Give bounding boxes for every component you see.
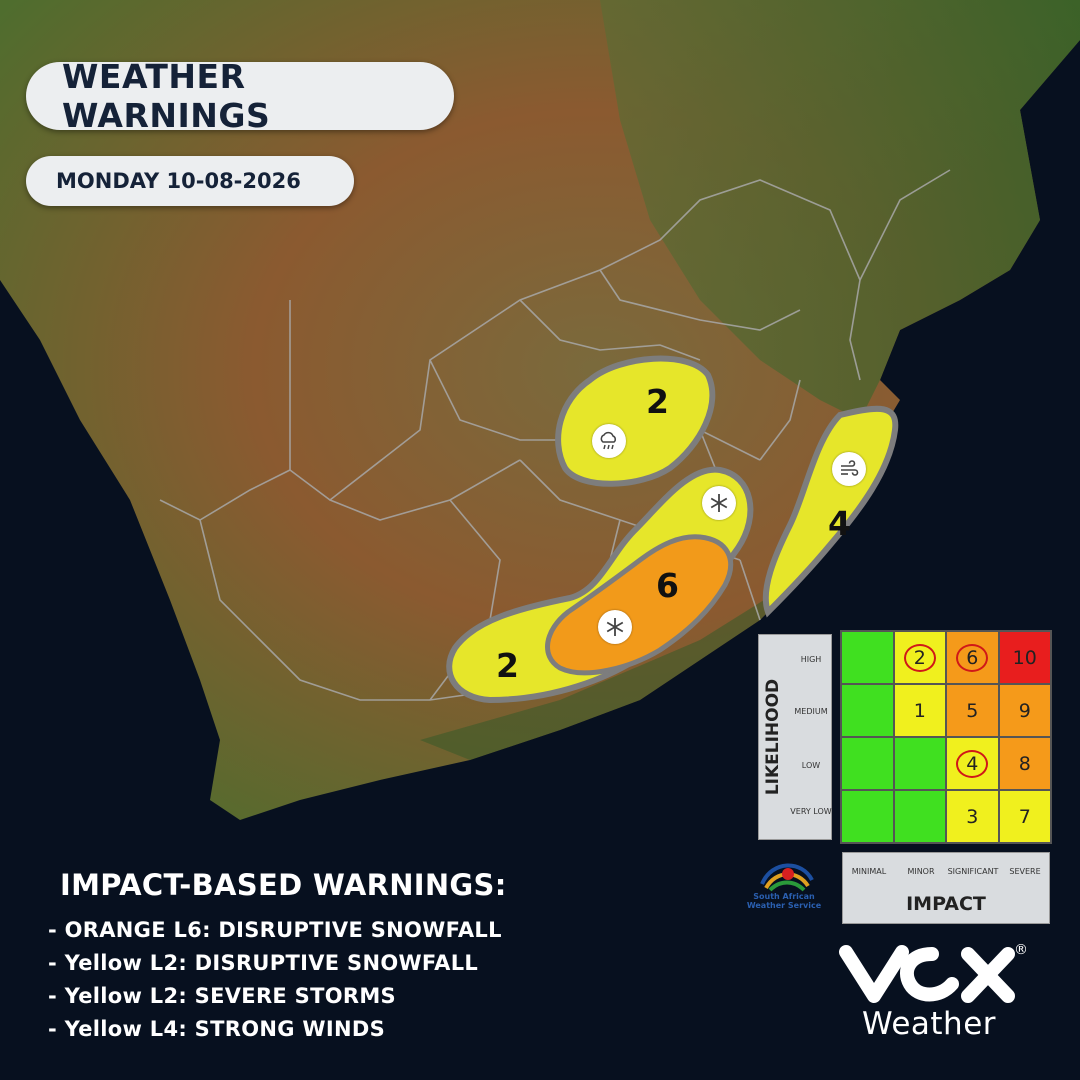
legend-item: - Yellow L2: SEVERE STORMS bbox=[48, 984, 396, 1008]
matrix-cell bbox=[894, 791, 945, 842]
legend-item: - Yellow L2: DISRUPTIVE SNOWFALL bbox=[48, 951, 479, 975]
date-badge: MONDAY 10-08-2026 bbox=[26, 156, 354, 206]
legend-item: - Yellow L4: STRONG WINDS bbox=[48, 1017, 385, 1041]
saws-logo bbox=[760, 863, 814, 892]
matrix-cell: 7 bbox=[999, 791, 1050, 842]
matrix-cell: 6 bbox=[947, 632, 998, 683]
warnings-legend: IMPACT-BASED WARNINGS: - ORANGE L6: DISR… bbox=[48, 868, 507, 1046]
likelihood-axis: LIKELIHOOD HIGH MEDIUM LOW VERY LOW bbox=[758, 634, 832, 840]
page-title: WEATHER WARNINGS bbox=[26, 57, 454, 135]
impact-minor: MINOR bbox=[907, 867, 935, 876]
snowflake-icon bbox=[702, 486, 736, 520]
matrix-cell: 5 bbox=[947, 685, 998, 736]
vox-weather-label: Weather bbox=[862, 1006, 997, 1042]
likelihood-high: HIGH bbox=[800, 655, 822, 664]
legend-item: - ORANGE L6: DISRUPTIVE SNOWFALL bbox=[48, 918, 502, 942]
likelihood-very-low: VERY LOW bbox=[790, 807, 832, 816]
matrix-cell: 2 bbox=[894, 632, 945, 683]
legend-title: IMPACT-BASED WARNINGS: bbox=[60, 868, 507, 902]
matrix-cell bbox=[842, 685, 893, 736]
southern-coast-greenery bbox=[420, 520, 840, 760]
matrix-cell-value: 9 bbox=[1018, 699, 1031, 722]
matrix-cell bbox=[894, 738, 945, 789]
likelihood-medium: MEDIUM bbox=[794, 707, 828, 716]
matrix-cell: 4 bbox=[947, 738, 998, 789]
matrix-cell-value: 6 bbox=[956, 643, 989, 672]
saws-name: South African Weather Service bbox=[746, 892, 822, 910]
matrix-cell: 10 bbox=[999, 632, 1050, 683]
zone-wind-level: 4 bbox=[828, 504, 851, 543]
rain-cloud-icon bbox=[592, 424, 626, 458]
zone-storms-level: 2 bbox=[646, 382, 669, 421]
matrix-cell-value: 3 bbox=[966, 805, 979, 828]
impact-minimal: MINIMAL bbox=[851, 867, 887, 876]
matrix-cell bbox=[842, 738, 893, 789]
matrix-cell-value: 4 bbox=[956, 749, 989, 778]
impact-severe: SEVERE bbox=[1009, 867, 1041, 876]
zone-snow-orange-level: 6 bbox=[656, 566, 679, 605]
matrix-cell bbox=[842, 632, 893, 683]
zone-snow-orange bbox=[545, 534, 734, 676]
impact-title: IMPACT bbox=[906, 893, 986, 915]
zone-snow-yellow-level: 2 bbox=[496, 646, 519, 685]
matrix-cell-value: 2 bbox=[903, 643, 936, 672]
registered-mark: ® bbox=[1014, 942, 1026, 958]
matrix-cell bbox=[842, 791, 893, 842]
likelihood-low: LOW bbox=[801, 761, 821, 770]
vox-logo: ® bbox=[839, 942, 1026, 1003]
risk-matrix: 2 6 10 1 5 9 4 8 3 7 bbox=[840, 630, 1052, 844]
matrix-cell: 3 bbox=[947, 791, 998, 842]
matrix-cell-value: 5 bbox=[966, 699, 979, 722]
matrix-cell-value: 1 bbox=[913, 699, 926, 722]
snowflake-icon bbox=[598, 610, 632, 644]
matrix-cell-value: 8 bbox=[1018, 752, 1031, 775]
matrix-cell: 9 bbox=[999, 685, 1050, 736]
impact-axis: MINIMAL MINOR SIGNIFICANT SEVERE IMPACT bbox=[842, 852, 1050, 924]
likelihood-title: LIKELIHOOD bbox=[763, 678, 783, 796]
wind-icon bbox=[832, 452, 866, 486]
matrix-cell: 1 bbox=[894, 685, 945, 736]
matrix-cell-value: 10 bbox=[1012, 646, 1037, 669]
impact-significant: SIGNIFICANT bbox=[947, 867, 999, 876]
matrix-cell-value: 7 bbox=[1018, 805, 1031, 828]
matrix-cell: 8 bbox=[999, 738, 1050, 789]
eastern-greenery bbox=[600, 0, 1080, 420]
